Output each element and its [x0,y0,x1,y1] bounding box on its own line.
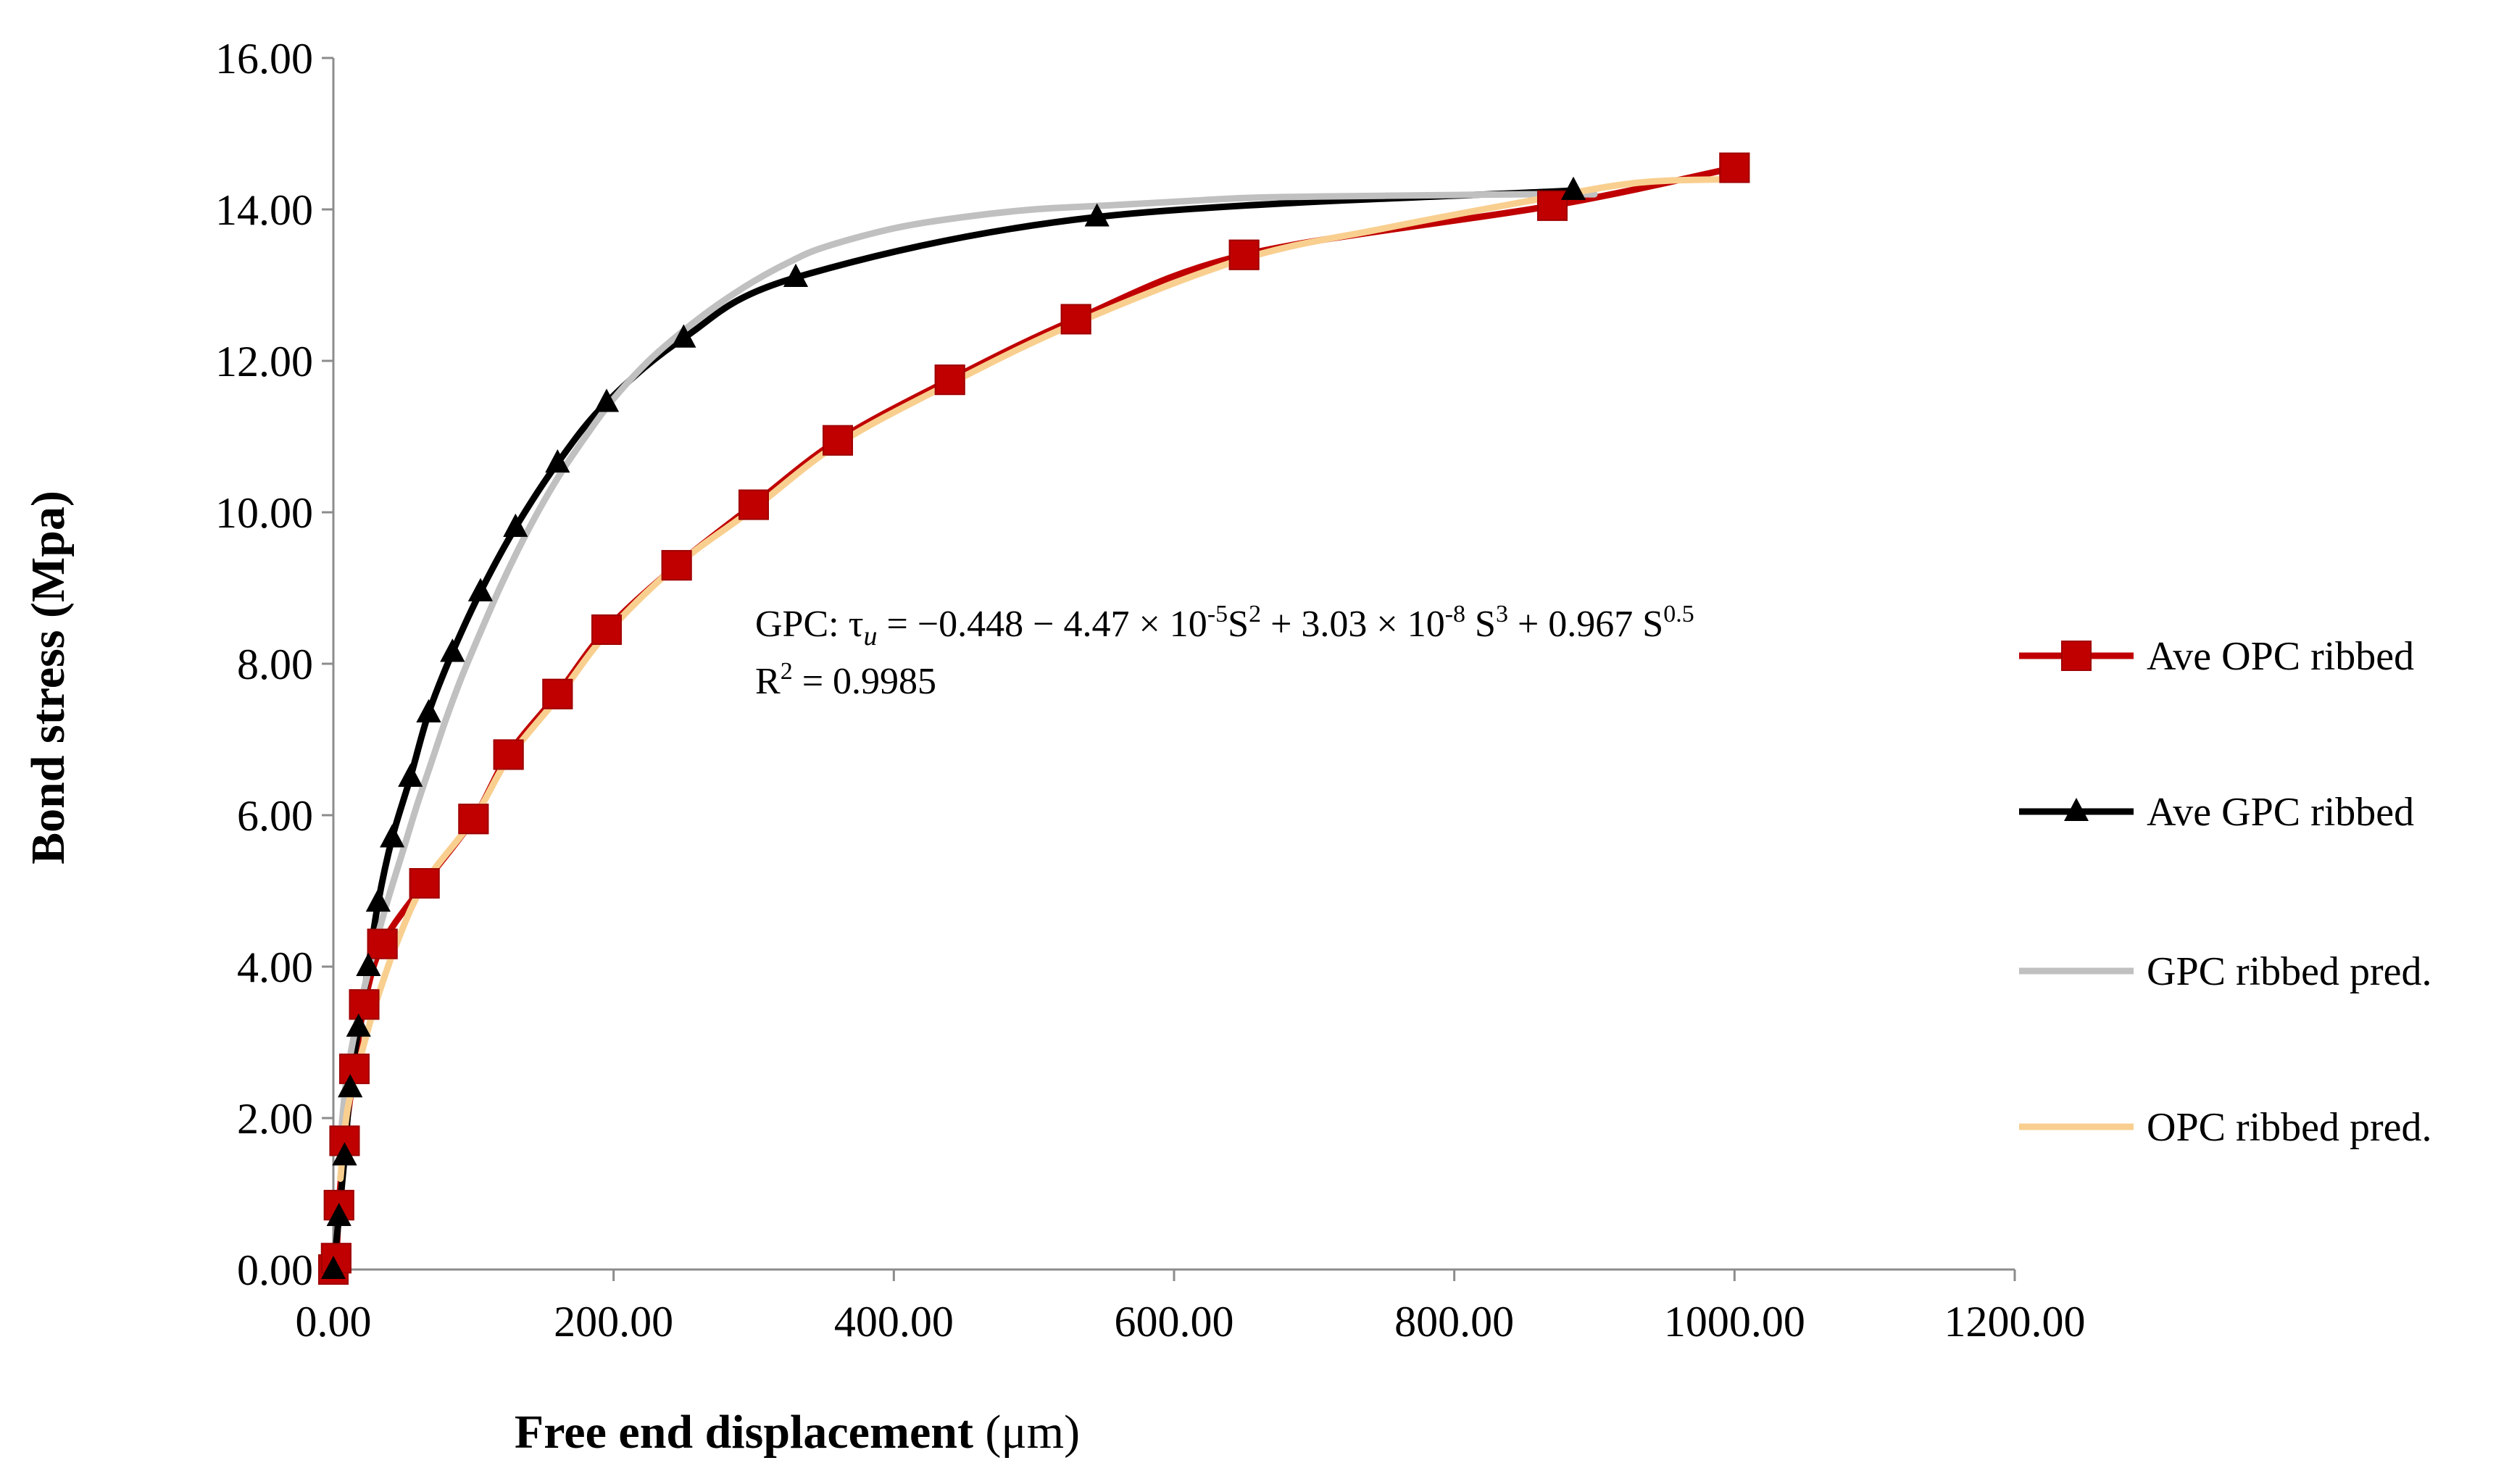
series-ave-gpc-ribbed [321,176,1586,1279]
y-tick-label: 6.00 [237,792,313,840]
data-point-ave-gpc-ribbed [338,1074,363,1098]
data-point-ave-opc-ribbed [409,868,440,899]
x-tick-label: 0.00 [296,1298,372,1346]
data-point-ave-opc-ribbed [1228,239,1260,270]
y-tick-label: 4.00 [237,943,313,991]
series-gpc-ribbed-pred [337,191,1598,1144]
equation-text: GPC: τu = −0.448 − 4.47 × 10-5S2 + 3.03 … [755,601,1694,651]
data-point-ave-gpc-ribbed [346,1013,371,1037]
tick-labels: 0.00 2.00 4.00 6.00 8.00 10.00 12.00 14.00 16.00… [215,35,2086,1346]
data-point-ave-gpc-ribbed [332,1142,357,1166]
y-tick-label: 14.00 [215,186,313,234]
data-point-ave-opc-ribbed [1060,304,1091,335]
data-point-ave-opc-ribbed [591,614,622,645]
y-tick-label: 8.00 [237,641,313,688]
legend-label: Ave OPC ribbed [2147,634,2414,679]
legend-label: Ave GPC ribbed [2147,790,2414,835]
legend-item-gpc-ribbed-pred: GPC ribbed pred. [2019,949,2432,994]
markers-ave-gpc-ribbed [321,176,1586,1279]
x-tick-label: 800.00 [1394,1298,1514,1346]
data-point-ave-opc-ribbed [349,989,380,1020]
data-point-ave-gpc-ribbed [545,449,570,473]
data-point-ave-opc-ribbed [367,928,398,959]
data-point-ave-opc-ribbed [1537,190,1568,221]
x-tick-label: 200.00 [554,1298,673,1346]
data-point-ave-gpc-ribbed [326,1202,351,1226]
series-ave-opc-ribbed [318,152,1750,1285]
data-point-ave-gpc-ribbed [671,324,696,348]
data-point-ave-gpc-ribbed [321,1256,346,1279]
data-point-ave-opc-ribbed [339,1054,370,1085]
x-tick-label: 1200.00 [1944,1298,2086,1346]
x-axis-title: Free end displacement (μm) [515,1406,1080,1459]
y-tick-label: 2.00 [237,1095,313,1143]
legend-item-opc-ribbed-pred: OPC ribbed pred. [2019,1105,2432,1150]
data-point-ave-opc-ribbed [934,364,965,396]
data-point-ave-gpc-ribbed [468,578,493,601]
x-axis-title-unit: (μm) [973,1406,1080,1459]
series-layer [318,152,1750,1285]
data-point-ave-gpc-ribbed [365,888,391,912]
data-point-ave-gpc-ribbed [440,638,465,662]
data-point-ave-gpc-ribbed [416,699,441,722]
y-tick-label: 12.00 [215,338,313,385]
data-point-ave-gpc-ribbed [1084,203,1110,227]
data-point-ave-gpc-ribbed [356,953,381,976]
data-point-ave-gpc-ribbed [1561,176,1586,200]
data-point-ave-gpc-ribbed [594,388,619,412]
legend-marker [2064,798,2089,821]
x-tick-label: 600.00 [1115,1298,1234,1346]
data-point-ave-opc-ribbed [738,489,769,520]
legend-item-ave-gpc-ribbed: Ave GPC ribbed [2019,790,2414,835]
series-line-gpc-ribbed-pred [337,191,1598,1144]
data-point-ave-gpc-ribbed [398,763,423,787]
data-point-ave-gpc-ribbed [380,824,405,848]
data-point-ave-opc-ribbed [458,804,489,835]
data-point-ave-opc-ribbed [661,550,692,581]
data-point-ave-opc-ribbed [1719,152,1750,183]
y-axis-title: Bond stress (Mpa) [22,491,75,864]
y-tick-label: 10.00 [215,489,313,537]
series-line-ave-gpc-ribbed [330,187,1577,1273]
legend-marker [2061,641,2092,671]
data-point-ave-gpc-ribbed [783,264,808,288]
equation-annotation: GPC: τu = −0.448 − 4.47 × 10-5S2 + 3.03 … [755,601,1694,702]
legend: Ave OPC ribbed Ave GPC ribbed GPC ribbed p… [2019,634,2432,1150]
legend-label: OPC ribbed pred. [2147,1105,2432,1150]
y-tick-label: 16.00 [215,35,313,83]
legend-item-ave-opc-ribbed: Ave OPC ribbed [2019,634,2414,679]
y-tick-label: 0.00 [237,1246,313,1294]
data-point-ave-gpc-ribbed [503,513,528,537]
data-point-ave-opc-ribbed [823,425,853,456]
data-point-ave-opc-ribbed [493,739,524,770]
x-tick-label: 1000.00 [1664,1298,1805,1346]
legend-label: GPC ribbed pred. [2147,949,2432,994]
data-point-ave-opc-ribbed [542,678,573,709]
markers-ave-opc-ribbed [318,152,1750,1285]
x-tick-label: 400.00 [834,1298,954,1346]
r-squared-text: R2 = 0.9985 [755,658,936,702]
x-axis-title-bold: Free end displacement [515,1406,973,1459]
